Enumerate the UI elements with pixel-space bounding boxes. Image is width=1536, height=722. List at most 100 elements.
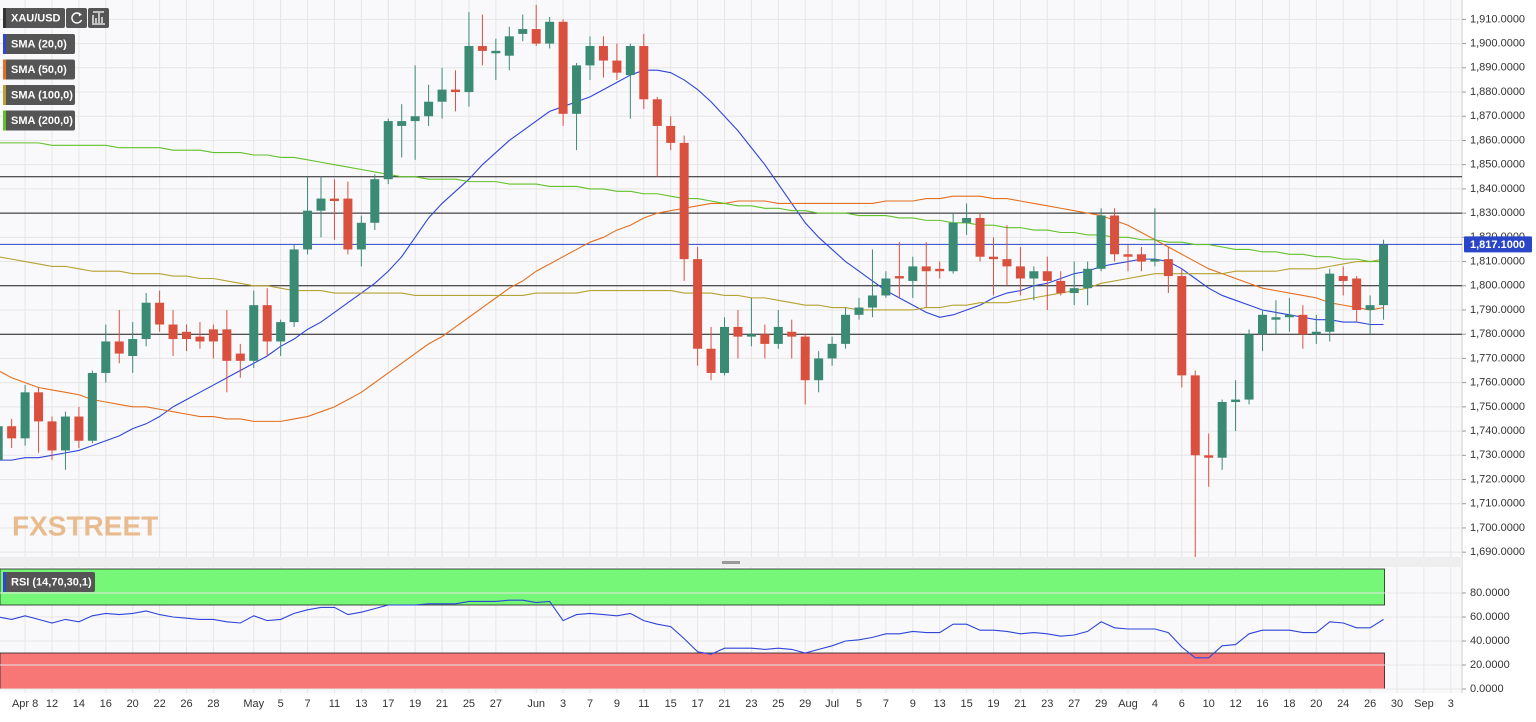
x-tick-label: 5 xyxy=(856,698,862,710)
x-tick-label: 27 xyxy=(490,698,502,710)
x-tick-label: 5 xyxy=(278,698,284,710)
x-tick-label: 7 xyxy=(883,698,889,710)
x-tick-label: 17 xyxy=(382,698,394,710)
candle-body xyxy=(168,324,178,340)
x-tick-label: 19 xyxy=(987,698,999,710)
legend-layer: XAU/USD SMA (20,0) SMA (50,0) SMA (100,0) S… xyxy=(3,8,109,592)
candle-body xyxy=(1002,259,1012,267)
price-panel xyxy=(0,0,1462,557)
axis-layer: Apr 8 12 14 16 20 22 26 28 May 5 7 11 13 17 19 21 25 27 Ju… xyxy=(12,13,1532,710)
x-tick-label: 11 xyxy=(638,698,649,710)
divider-handle[interactable] xyxy=(722,561,740,564)
x-tick-label: 4 xyxy=(1152,698,1158,710)
candle-body xyxy=(1231,399,1241,403)
candle-body xyxy=(101,341,111,373)
y-tick-label: 80.0000 xyxy=(1470,587,1510,599)
x-tick-label: 9 xyxy=(614,698,620,710)
candle-body xyxy=(464,46,474,93)
candle-body xyxy=(182,331,191,340)
candle-body xyxy=(289,249,299,323)
x-tick-label: 13 xyxy=(934,698,946,710)
y-tick-label: 1,700.0000 xyxy=(1470,522,1525,534)
x-tick-label: 9 xyxy=(910,698,916,710)
candle-body xyxy=(249,305,259,361)
x-tick-label: 23 xyxy=(1041,698,1053,710)
refresh-icon xyxy=(71,12,83,24)
symbol-bar xyxy=(3,8,6,28)
candle-body xyxy=(397,121,407,126)
x-tick-label: 29 xyxy=(1095,698,1107,710)
candle-body xyxy=(1298,314,1308,335)
candle-body xyxy=(141,302,151,340)
x-tick-label: 28 xyxy=(207,698,219,710)
candle-body xyxy=(383,121,393,180)
y-tick-label: 1,730.0000 xyxy=(1470,449,1525,461)
candle-body xyxy=(572,65,582,114)
candle-body xyxy=(1379,244,1389,306)
candle-body xyxy=(1110,215,1120,255)
candle-body xyxy=(1204,455,1214,458)
legend-label: SMA (50,0) xyxy=(11,64,67,76)
y-tick-label: 40.0000 xyxy=(1470,635,1510,647)
candle-body xyxy=(1083,268,1093,289)
candle-body xyxy=(1123,254,1133,257)
sma-line xyxy=(0,142,1384,263)
candle-body xyxy=(356,222,366,250)
watermark: FXSTREET xyxy=(12,510,158,541)
x-tick-label: 20 xyxy=(1310,698,1322,710)
y-tick-label: 1,770.0000 xyxy=(1470,352,1525,364)
x-tick-label: 3 xyxy=(560,698,566,710)
x-tick-label: 19 xyxy=(409,698,421,710)
candle-body xyxy=(451,89,460,93)
legend-swatch xyxy=(3,59,6,80)
candle-body xyxy=(908,266,918,281)
candle-body xyxy=(666,125,676,143)
indicator-icon xyxy=(92,11,105,25)
symbol-box[interactable] xyxy=(3,8,65,28)
candle-body xyxy=(531,29,541,44)
x-tick-label: Sep xyxy=(1414,698,1434,710)
legend-label: SMA (20,0) xyxy=(11,38,67,50)
y-tick-label: 1,690.0000 xyxy=(1470,546,1525,558)
candle-body xyxy=(1136,254,1146,262)
candle-body xyxy=(155,302,165,325)
x-tick-label: 17 xyxy=(691,698,703,710)
candle-body xyxy=(625,46,635,76)
candle-body xyxy=(1352,278,1362,310)
candle-body xyxy=(706,348,716,373)
x-tick-label: 26 xyxy=(1364,698,1376,710)
x-tick-label: 29 xyxy=(799,698,811,710)
legend-swatch xyxy=(3,572,6,592)
y-tick-label: 1,760.0000 xyxy=(1470,377,1525,389)
candle-body xyxy=(1311,331,1321,335)
candle-body xyxy=(128,339,138,356)
x-tick-label: 12 xyxy=(46,698,58,710)
candle-body xyxy=(34,392,44,422)
refresh-button[interactable] xyxy=(66,8,87,28)
candle-body xyxy=(612,60,622,73)
candle-body xyxy=(854,307,864,315)
candle-body xyxy=(881,278,891,296)
x-tick-label: 23 xyxy=(745,698,757,710)
legend-box xyxy=(3,85,75,105)
legend-swatch xyxy=(3,34,6,54)
x-tick-label: Aug xyxy=(1118,698,1138,710)
candle-body xyxy=(343,198,353,250)
x-tick-label: 18 xyxy=(1283,698,1295,710)
y-tick-label: 1,910.0000 xyxy=(1470,13,1525,25)
legend-box xyxy=(3,110,75,131)
candle-body xyxy=(60,416,70,451)
candle-body xyxy=(545,21,555,44)
candle-body xyxy=(437,89,447,102)
candle-body xyxy=(894,276,904,279)
candle-body xyxy=(0,426,3,461)
candle-body xyxy=(370,179,380,223)
candle-body xyxy=(1150,259,1160,262)
legend-box xyxy=(3,572,95,592)
x-tick-label: 20 xyxy=(127,698,139,710)
candle-body xyxy=(1015,266,1025,279)
overbought-band xyxy=(0,568,1385,606)
y-tick-label: 1,780.0000 xyxy=(1470,328,1525,340)
candle-body xyxy=(652,99,662,126)
legend-label: RSI (14,70,30,1) xyxy=(11,576,92,588)
